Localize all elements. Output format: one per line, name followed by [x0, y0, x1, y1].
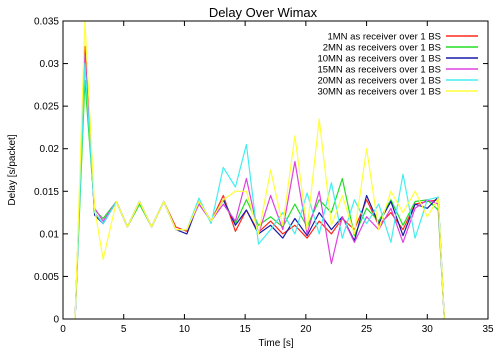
legend-label-2: 10MN as receivers over 1 BS [317, 54, 441, 65]
tick-group: 0 5 10 15 20 25 30 35 0 0.005 0.01 0.015 0.02 0.025 0.… [34, 17, 494, 336]
x-tick-label: 30 [422, 324, 434, 335]
y-tick-label: 0.035 [34, 17, 59, 28]
legend-label-3: 15MN as receivers over 1 BS [317, 65, 441, 76]
x-tick-label: 0 [60, 324, 66, 335]
x-axis-label: Time [s] [258, 338, 293, 349]
y-tick-label: 0.01 [40, 229, 60, 240]
y-tick-label: 0.005 [34, 272, 59, 283]
series-line-4 [74, 62, 445, 320]
legend-label-4: 20MN as receivers over 1 BS [317, 76, 441, 87]
y-tick-label: 0.015 [34, 187, 59, 198]
y-axis-label: Delay [s/packet] [7, 134, 18, 205]
y-tick-label: 0.02 [40, 144, 60, 155]
x-tick-label: 5 [121, 324, 127, 335]
chart-title: Delay Over Wimax [209, 5, 318, 20]
x-tick-label: 25 [361, 324, 373, 335]
legend-label-1: 2MN as receivers over 1 BS [323, 43, 441, 54]
x-tick-label: 10 [179, 324, 191, 335]
x-tick-label: 20 [300, 324, 312, 335]
y-tick-label: 0.025 [34, 102, 59, 113]
plot-frame [62, 20, 489, 320]
x-tick-label: 15 [240, 324, 252, 335]
legend-label-5: 30MN as receivers over 1 BS [317, 87, 441, 98]
series-lines [74, 20, 445, 320]
series-line-5 [74, 20, 445, 320]
series-line-1 [74, 79, 445, 320]
y-tick-label: 0 [53, 315, 59, 326]
legend-label-0: 1MN as receiver over 1 BS [327, 32, 441, 43]
y-tick-label: 0.03 [40, 59, 60, 70]
x-tick-label: 35 [482, 324, 494, 335]
